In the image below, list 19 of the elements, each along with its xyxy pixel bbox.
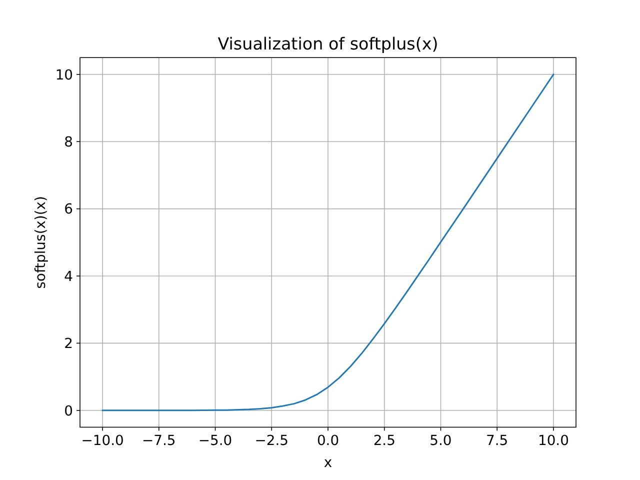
y-tick-label: 6: [64, 202, 73, 218]
y-tick-label: 2: [64, 336, 73, 352]
x-tick-label: −10.0: [81, 433, 124, 450]
x-axis-title: x: [324, 455, 332, 472]
x-tick-label: 2.5: [373, 433, 396, 450]
y-axis-title: softplus(x)(x): [33, 196, 49, 289]
x-tick-label: 5.0: [430, 433, 452, 450]
x-tick-label: 7.5: [486, 433, 508, 450]
x-tick-label: −7.5: [142, 433, 176, 450]
y-tick-label: 8: [64, 134, 73, 150]
x-tick-label: −5.0: [198, 433, 232, 450]
y-tick-label: 4: [64, 268, 74, 285]
y-tick-label: 0: [64, 403, 73, 420]
x-tick-label: −2.5: [254, 433, 289, 450]
x-tick-label: 10.0: [538, 433, 569, 450]
x-tick-label: 0.0: [316, 433, 340, 450]
y-tick-label: 10: [55, 67, 73, 84]
line-series: [102, 74, 554, 412]
chart-title: Visualization of softplus(x): [218, 34, 438, 54]
